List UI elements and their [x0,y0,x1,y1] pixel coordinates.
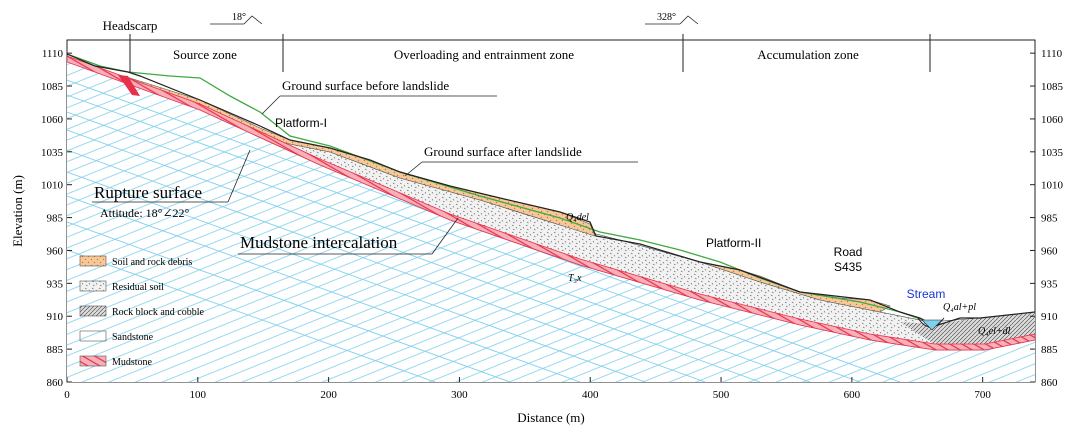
stream-water [921,319,943,331]
x-tick-label: 100 [190,389,207,401]
legend-label-cobble: Rock block and cobble [112,307,204,318]
y-axis-left: 1110 1085 1060 1035 1010 985 960 935 910 885 860 [41,48,72,389]
y-tick-label-left: 1060 [41,114,64,126]
q4alpl-label: Q₄al+pl [943,302,976,313]
road-label-line1: Road [834,245,863,259]
y-tick-label-left: 1110 [42,48,64,60]
legend-label-sandstone: Sandstone [112,332,154,343]
cobble-deposit [900,312,1035,348]
x-tick-label: 400 [582,389,599,401]
y-tick-label-left: 860 [47,377,64,389]
stream-label: Stream [907,287,946,301]
x-tick-label: 300 [451,389,468,401]
direction-2-text: 328° [657,12,676,23]
direction-symbol-1: 18° [210,12,263,25]
y-tick-label-right: 960 [1041,245,1058,257]
legend-swatch-mudstone [79,355,107,367]
y-tick-label-left: 960 [47,245,64,257]
annotation-ground-after: Ground surface after landslide [404,144,638,177]
platform-2-label: Platform-II [706,236,761,250]
y-tick-label-right: 1060 [1041,114,1064,126]
y-axis-label: Elevation (m) [10,175,25,247]
annotation-ground-before: Ground surface before landslide [261,78,497,115]
x-tick-label: 200 [320,389,337,401]
legend-label-mudstone: Mudstone [112,357,153,368]
t3x-label: T₃x [568,273,582,284]
y-tick-label-right: 860 [1041,377,1058,389]
mudstone-intercalation-label: Mudstone intercalation [240,233,398,252]
y-tick-label-right: 885 [1041,344,1058,356]
x-axis-label: Distance (m) [517,410,585,425]
rupture-surface-label: Rupture surface [94,183,202,202]
legend-swatch-cobble [79,305,107,317]
ground-surface-after-line [67,53,1035,327]
road-label-line2: S435 [834,260,862,274]
attitude-label: Attitude: 18°∠22° [100,206,190,220]
y-tick-label-left: 885 [47,344,64,356]
x-tick-label: 0 [64,389,70,401]
section-layers [67,53,1035,382]
direction-symbol-2: 328° [645,12,699,25]
legend-swatch-residual [79,280,107,292]
y-tick-label-left: 935 [47,278,64,290]
annotation-mudstone: Mudstone intercalation [238,217,459,255]
y-tick-label-left: 985 [47,213,64,225]
y-tick-label-right: 1010 [1041,180,1064,192]
y-tick-label-left: 910 [47,311,64,323]
legend: Soil and rock debris Residual soil Rock … [79,255,204,368]
y-tick-label-right: 985 [1041,213,1058,225]
y-axis-right: 1110 1085 1060 1035 1010 985 960 935 910 885 860 [1030,48,1064,389]
q4del-label: Q₄del [566,212,589,223]
direction-1-text: 18° [232,12,246,23]
annotation-rupture: Rupture surface Attitude: 18°∠22° [92,149,251,220]
q4eldl-label: Q₄el+dl [978,326,1011,337]
legend-swatch-soil [79,255,107,267]
y-tick-label-left: 1085 [41,81,64,93]
overloading-zone-label: Overloading and entrainment zone [394,47,574,62]
y-tick-label-right: 910 [1041,311,1058,323]
y-tick-label-right: 1035 [1041,147,1064,159]
y-tick-label-right: 935 [1041,278,1058,290]
legend-label-soil: Soil and rock debris [112,257,192,268]
platform-1-label: Platform-I [275,116,327,130]
accumulation-zone-label: Accumulation zone [757,47,859,62]
y-tick-label-right: 1085 [1041,81,1064,93]
headscarp-mudstone [118,75,140,96]
y-tick-label-left: 1010 [41,180,64,192]
y-tick-label-right: 1110 [1041,48,1063,60]
x-tick-label: 700 [974,389,991,401]
x-tick-label: 500 [713,389,730,401]
headscarp-label: Headscarp [103,18,158,33]
source-zone-label: Source zone [173,47,237,62]
mudstone-band [67,55,1035,351]
ground-after-label: Ground surface after landslide [424,144,582,159]
legend-label-residual: Residual soil [112,282,164,293]
zone-bar [129,34,931,72]
sandstone-layer [67,62,1035,382]
y-tick-label-left: 1035 [41,147,64,159]
ground-before-label: Ground surface before landslide [282,78,449,93]
x-tick-label: 600 [844,389,861,401]
legend-swatch-sandstone [79,330,107,342]
x-axis: 0 100 200 300 400 500 600 700 [64,377,991,401]
